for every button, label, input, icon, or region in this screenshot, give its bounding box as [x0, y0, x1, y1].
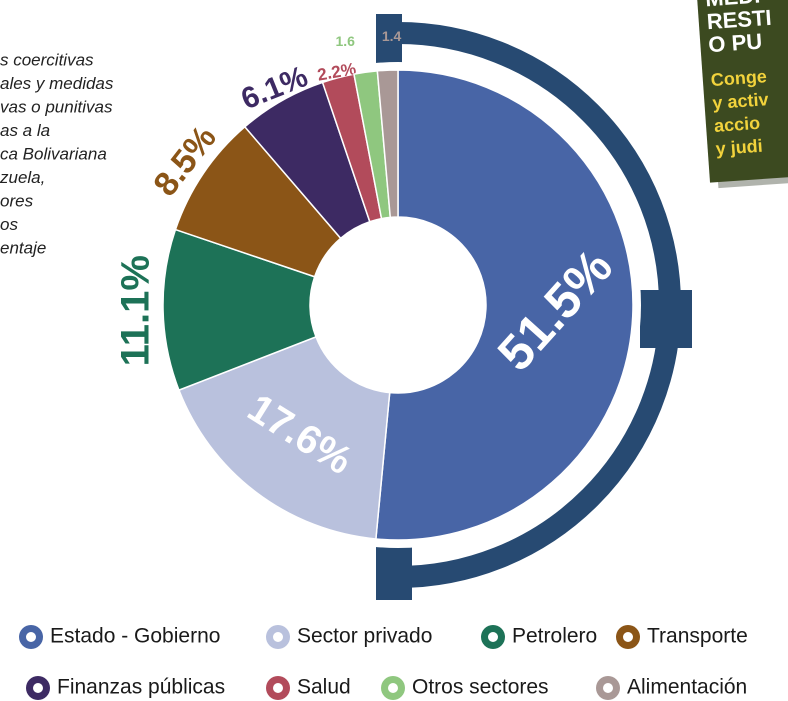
intro-line: ores	[0, 191, 34, 210]
value-label: 1.4	[382, 28, 402, 44]
intro-line: entaje	[0, 238, 46, 257]
value-label: 11.1%	[114, 255, 158, 366]
intro-line: zuela,	[0, 168, 45, 187]
slice	[162, 228, 317, 392]
intro-line: ca Bolivariana	[0, 144, 107, 163]
legend-swatch-dot	[26, 632, 36, 642]
legend-swatch-dot	[623, 632, 633, 642]
legend-label: Sector privado	[297, 625, 432, 648]
legend-swatch-dot	[488, 632, 498, 642]
frame-stub	[640, 290, 692, 348]
value-label: 1.6	[335, 33, 355, 49]
box-heading: O PU	[708, 29, 763, 58]
legend-label: Transporte	[647, 625, 748, 648]
box-body: y judi	[715, 136, 763, 159]
intro-line: os	[0, 215, 18, 234]
intro-line: vas o punitivas	[0, 97, 113, 116]
legend-label: Finanzas públicas	[57, 676, 225, 699]
legend-swatch-dot	[33, 683, 43, 693]
box-heading: MEDI	[704, 0, 761, 11]
intro-line: as a la	[0, 121, 50, 140]
legend-swatch-dot	[603, 683, 613, 693]
box-heading: RESTI	[706, 5, 772, 34]
legend-swatch-dot	[273, 632, 283, 642]
slice	[177, 335, 391, 540]
legend-label: Alimentación	[627, 676, 747, 699]
box	[695, 0, 788, 183]
box-body: y activ	[712, 89, 769, 113]
intro-line: s coercitivas	[0, 50, 94, 69]
legend-label: Otros sectores	[412, 676, 549, 699]
intro-line: ales y medidas	[0, 74, 114, 93]
box-body: accio	[713, 113, 760, 136]
legend-label: Salud	[297, 676, 351, 699]
legend-label: Estado - Gobierno	[50, 625, 220, 648]
legend-swatch-dot	[388, 683, 398, 693]
slice	[375, 69, 634, 541]
legend-label: Petrolero	[512, 625, 597, 648]
slice	[376, 69, 399, 219]
legend-swatch-dot	[273, 683, 283, 693]
box-body: Conge	[710, 66, 767, 90]
